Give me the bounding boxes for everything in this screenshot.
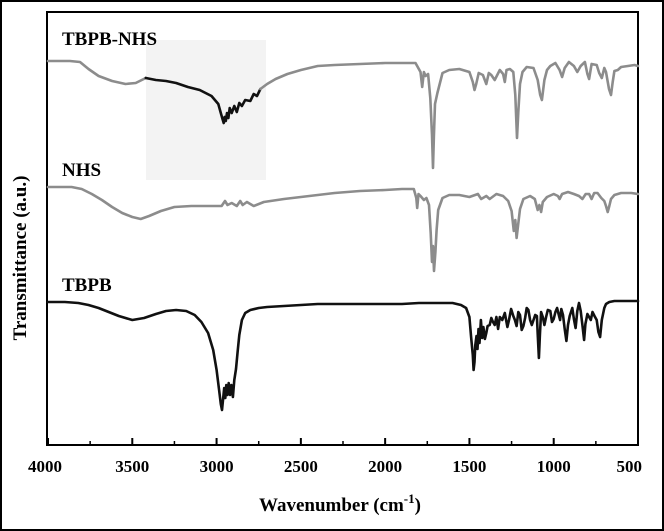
traces-layer [48,61,638,410]
x-axis-tick-labels: 4000 3500 3000 2500 2000 1500 1000 500 [28,457,642,476]
x-axis-ticks [48,438,638,445]
x-axis-title-main: Wavenumber (cm [259,495,404,516]
x-tick-label-2500: 2500 [284,457,318,476]
series-line-tbpb-nhs-segment-0 [48,61,146,84]
plot-frame [47,12,638,445]
x-axis-title-close: ) [415,495,421,516]
x-tick-label-1500: 1500 [452,457,486,476]
x-axis-title: Wavenumber (cm-1) [259,491,421,516]
x-tick-label-1000: 1000 [537,457,571,476]
x-tick-label-500: 500 [617,457,643,476]
series-label-tbpb: TBPB [62,275,112,296]
x-tick-label-2000: 2000 [368,457,402,476]
x-axis-title-superscript: -1 [404,491,415,506]
x-tick-label-3000: 3000 [200,457,234,476]
x-tick-label-4000: 4000 [28,457,62,476]
series-label-tbpb-nhs: TBPB-NHS [62,29,157,50]
y-axis-title: Transmittance (a.u.) [10,176,31,341]
series-line-tbpb [48,301,638,410]
x-tick-label-3500: 3500 [115,457,149,476]
series-line-nhs [48,187,638,271]
series-label-nhs: NHS [62,160,101,181]
series-line-tbpb-nhs-segment-2 [260,62,638,168]
highlight-region [146,40,266,180]
